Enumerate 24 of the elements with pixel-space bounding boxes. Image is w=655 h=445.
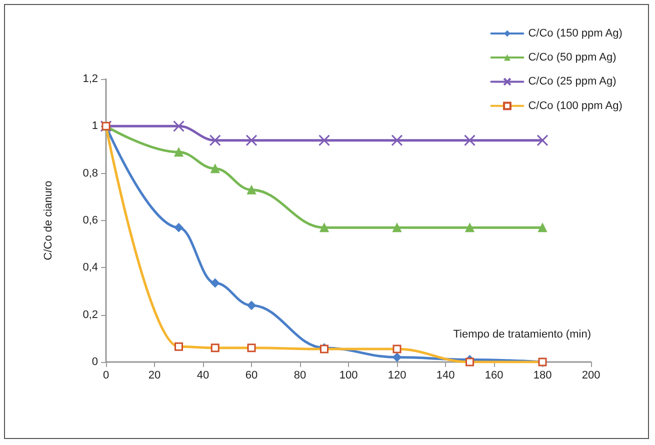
x-tick-label: 140 (436, 370, 455, 382)
x-tick-label: 80 (294, 370, 306, 382)
x-tick-label: 180 (533, 370, 552, 382)
legend-label: C/Co (50 ppm Ag) (528, 52, 616, 64)
y-tick-label: 1 (92, 120, 98, 132)
x-tick-label: 160 (484, 370, 504, 382)
x-tick-label: 200 (582, 370, 600, 382)
legend-label: C/Co (25 ppm Ag) (528, 76, 616, 88)
y-tick-label: 0,4 (82, 262, 98, 274)
y-tick-label: 1,2 (82, 73, 98, 85)
y-tick-label: 0 (92, 356, 98, 368)
y-tick-label: 0,2 (82, 308, 98, 321)
x-tick-label: 120 (388, 370, 406, 382)
y-axis-title: C/Co de cianuro (42, 180, 54, 260)
x-tick-label: 60 (245, 370, 258, 382)
legend-label: C/Co (150 ppm Ag) (528, 28, 622, 40)
x-tick-label: 100 (339, 370, 358, 382)
x-axis-title: Tiempo de tratamiento (min) (453, 328, 591, 340)
y-tick-label: 0,6 (82, 214, 98, 226)
x-tick-label: 40 (196, 370, 210, 382)
x-tick-label: 20 (148, 370, 161, 382)
legend-label: C/Co (100 ppm Ag) (528, 100, 622, 112)
x-tick-label: 0 (102, 370, 110, 382)
y-tick-label: 0,8 (82, 167, 98, 180)
